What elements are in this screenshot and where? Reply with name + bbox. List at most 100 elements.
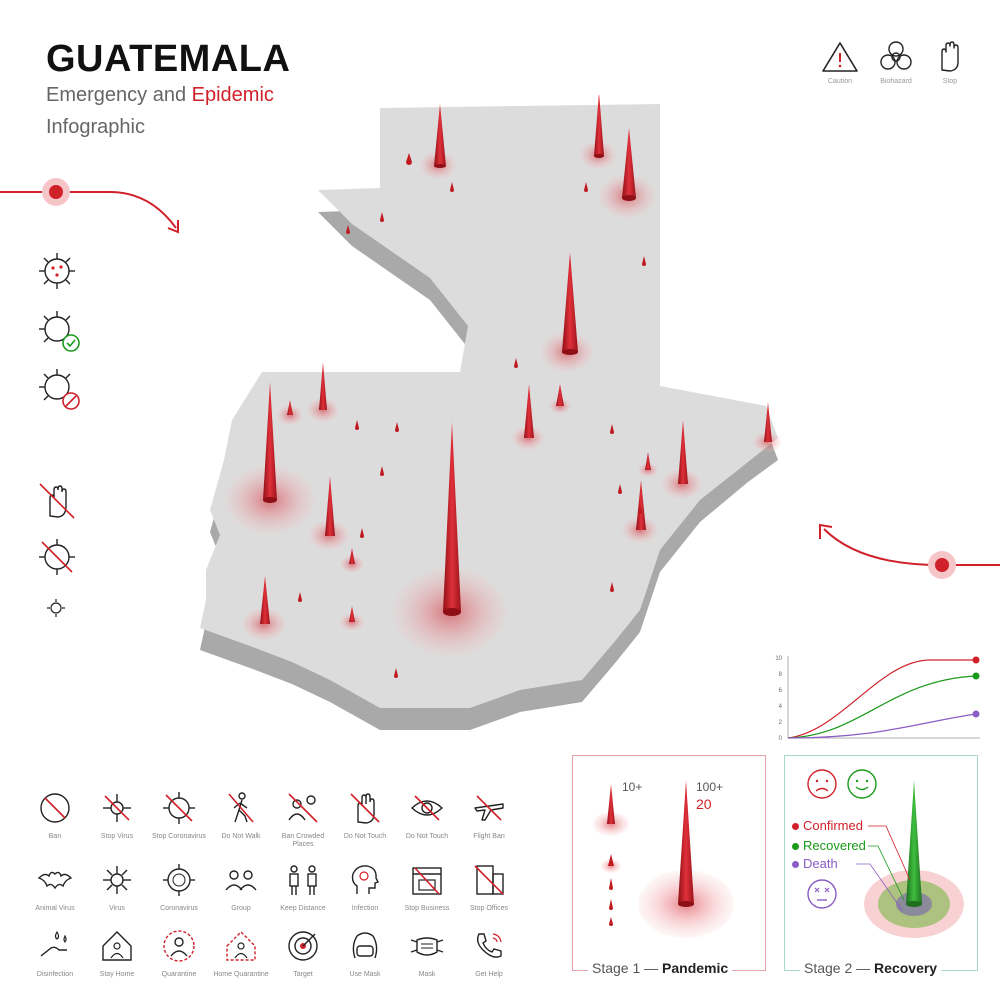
grid-label: Group	[231, 905, 251, 912]
home-quarantine-icon	[226, 931, 256, 961]
legend-label: Death	[803, 856, 838, 871]
stop-offices-item: Stop Offices	[458, 862, 520, 913]
stage2-label: Stage 2 — Recovery	[800, 960, 942, 976]
grid-label: Ban Crowded Places	[281, 833, 325, 848]
grid-label: Do Not Touch	[405, 833, 449, 840]
grid-label: Mask	[418, 971, 436, 978]
ban-icon	[40, 793, 70, 823]
outbreak-spikes	[260, 95, 772, 624]
y-tick: 0	[779, 736, 783, 742]
bat-virus-icon	[37, 871, 73, 890]
mask-icon	[410, 937, 444, 956]
caution-label: Caution	[827, 78, 853, 85]
grid-label: Stay Home	[99, 971, 135, 978]
stop-virus-icon	[39, 539, 75, 575]
grid-label: Get Help	[475, 971, 503, 978]
quarantine-icon	[163, 930, 195, 962]
trend-mini-chart: 10 8 6 4 2 0	[775, 656, 980, 742]
y-tick: 6	[779, 688, 783, 694]
mask-item: Mask	[396, 928, 458, 979]
ban-crowded-places-icon	[288, 793, 318, 823]
grid-label: Use Mask	[349, 971, 381, 978]
stop-label: Stop	[942, 78, 958, 85]
grid-label: Animal Virus	[35, 905, 75, 912]
legend-label: Confirmed	[803, 818, 863, 833]
ban-crowded-places-item: Ban Crowded Places	[272, 790, 334, 849]
stage2-label-bold: Recovery	[874, 960, 938, 976]
stop-coronavirus-icon	[163, 792, 195, 824]
disinfection-hand-icon	[40, 930, 67, 957]
infection-item: Infection	[334, 862, 396, 913]
subtitle-line2: Infographic	[46, 116, 145, 138]
stop-coronavirus-item: Stop Coronavirus	[148, 790, 210, 841]
do-not-touch-eye-icon	[410, 795, 444, 821]
coronavirus-icon	[163, 864, 195, 896]
get-help-item: Get Help	[458, 928, 520, 979]
stay-home-icon	[102, 931, 132, 961]
small-outbreak-dots	[298, 153, 646, 678]
coronavirus-icon	[39, 253, 75, 289]
confirmed-dot	[792, 823, 799, 830]
use-mask-item: Use Mask	[334, 928, 396, 979]
dead-face-icon	[807, 879, 837, 909]
page-title: GUATEMALA	[46, 38, 291, 80]
group-item: Group	[210, 862, 272, 913]
grid-label: Stop Business	[404, 905, 450, 912]
grid-label: Do Not Walk	[221, 833, 261, 840]
stop-offices-icon	[474, 865, 504, 895]
do-not-touch-eye-item: Do Not Touch	[396, 790, 458, 841]
grid-label: Home Quarantine	[213, 971, 269, 978]
do-not-touch-icon	[39, 483, 75, 519]
virus-item: Virus	[86, 862, 148, 913]
legend-label: Recovered	[803, 838, 866, 853]
grid-label: Disinfection	[36, 971, 74, 978]
target-icon	[288, 931, 318, 961]
coronavirus-item: Coronavirus	[148, 862, 210, 913]
flight-ban-icon	[474, 795, 504, 821]
grid-label: Flight Ban	[473, 833, 505, 840]
grid-label: Infection	[351, 905, 379, 912]
disinfection-item: Disinfection	[24, 928, 86, 979]
stop-item: Stop	[928, 40, 972, 85]
do-not-touch-item: Do Not Touch	[334, 790, 396, 841]
caution-icon	[822, 42, 858, 72]
stage1-graphic	[593, 780, 734, 938]
subtitle-highlight: Epidemic	[191, 84, 274, 106]
recovered-line	[787, 675, 977, 739]
subtitle: Emergency and Epidemic	[46, 84, 274, 107]
animal-virus-item: Animal Virus	[24, 862, 86, 913]
do-not-walk-item: Do Not Walk	[210, 790, 272, 841]
flight-ban-item: Flight Ban	[458, 790, 520, 841]
stage2-label-prefix: Stage 2 —	[804, 960, 875, 976]
biohazard-icon	[880, 41, 912, 70]
confirmed-line	[787, 659, 976, 739]
keep-distance-item: Keep Distance	[272, 862, 334, 913]
caution-item: Caution	[818, 40, 862, 85]
stage1-count-large: 100+	[696, 780, 724, 794]
stage2-graphic	[807, 769, 964, 938]
y-tick: 4	[779, 704, 783, 710]
home-quarantine-item: Home Quarantine	[210, 928, 272, 979]
y-tick: 8	[779, 672, 783, 678]
grid-label: Do Not Touch	[343, 833, 387, 840]
virus-checked-icon	[39, 311, 80, 352]
happy-face-icon	[847, 769, 877, 799]
grid-label: Coronavirus	[160, 905, 198, 912]
y-tick: 10	[775, 656, 782, 662]
left-arrow-decoration	[0, 178, 179, 234]
grid-label: Quarantine	[161, 971, 197, 978]
sad-face-icon	[807, 769, 837, 799]
grid-label: Ban	[48, 833, 62, 840]
stage1-label-bold: Pandemic	[662, 960, 729, 976]
group-icon	[225, 870, 257, 891]
guatemala-map	[200, 95, 781, 730]
use-mask-icon	[352, 932, 378, 959]
stage1-label: Stage 1 — Pandemic	[588, 960, 733, 976]
death-dot	[792, 861, 799, 868]
stop-virus-item: Stop Virus	[86, 790, 148, 841]
do-not-walk-icon	[228, 792, 254, 823]
infection-head-icon	[351, 865, 379, 894]
virus-icon	[103, 866, 131, 894]
grid-label: Virus	[109, 905, 125, 912]
stop-hand-icon	[941, 41, 959, 72]
